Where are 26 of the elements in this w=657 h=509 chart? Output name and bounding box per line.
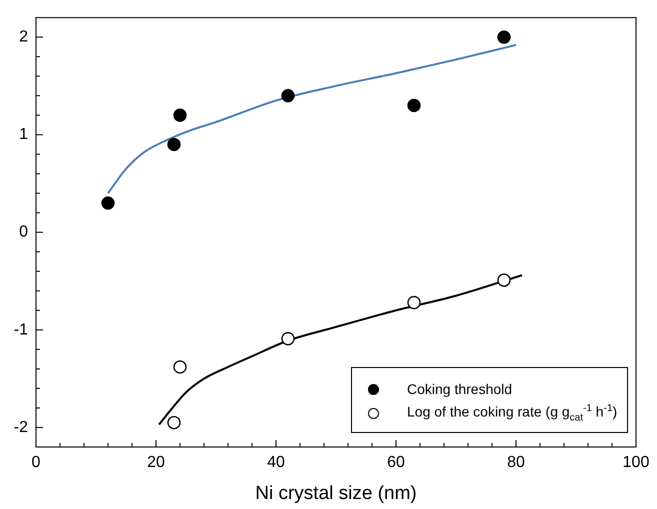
line-series: [107, 44, 517, 194]
point: [101, 196, 115, 210]
point: [281, 332, 295, 346]
point: [407, 98, 421, 112]
y-tick-label: 0: [19, 224, 28, 241]
x-axis-title: Ni crystal size (nm): [255, 482, 417, 504]
y-tick-label: 2: [19, 28, 28, 46]
point: [173, 360, 187, 374]
point: [407, 296, 421, 310]
x-tick-label: 60: [387, 454, 405, 472]
legend-label: Log of the coking rate (g g$_{cat}$$^{-1}$ h$^{-1}$): [407, 402, 618, 424]
point: [497, 30, 511, 44]
y-tick-label: 1: [19, 126, 28, 144]
point: [281, 89, 295, 102]
x-tick-label: 20: [147, 454, 165, 472]
x-tick-label: 100: [622, 454, 650, 472]
point: [497, 273, 511, 287]
point: [167, 416, 181, 430]
x-tick-label: 0: [32, 454, 41, 472]
x-tick-label: 40: [267, 454, 285, 472]
y-tick-label: -2: [14, 418, 28, 436]
y-tick-label: -1: [14, 321, 28, 338]
x-tick-label: 80: [507, 454, 525, 472]
point: [167, 138, 181, 152]
point: [173, 108, 187, 122]
legend-label: Coking threshold: [407, 381, 512, 397]
